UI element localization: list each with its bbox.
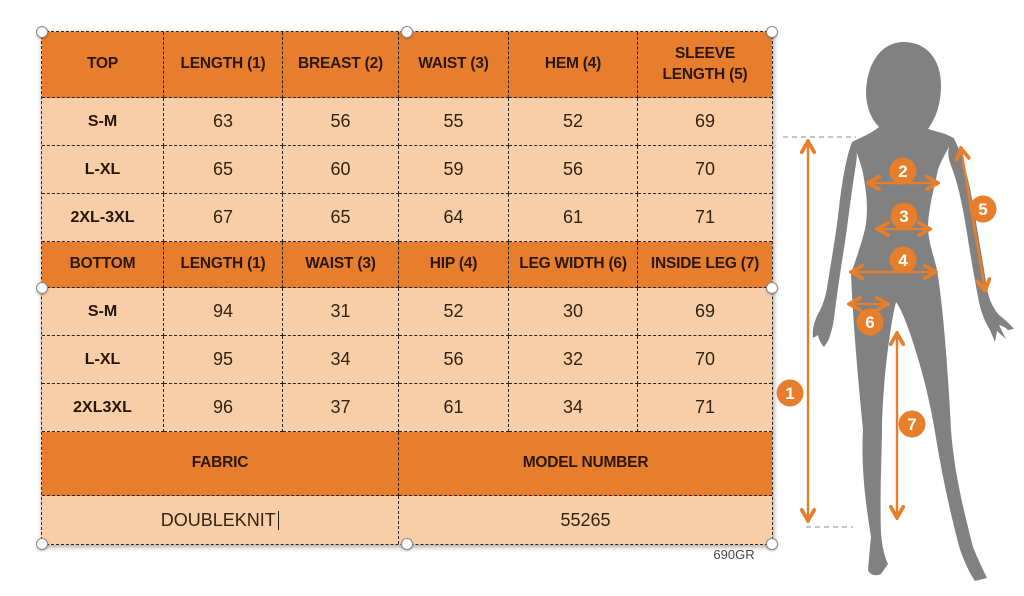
value-cell[interactable]: 95: [164, 336, 283, 384]
value-cell[interactable]: 56: [399, 336, 509, 384]
value-cell[interactable]: 34: [509, 384, 638, 432]
svg-text:2: 2: [898, 162, 907, 181]
value-cell[interactable]: 55: [399, 98, 509, 146]
value-cell[interactable]: 59: [399, 146, 509, 194]
bottom-header-cell[interactable]: INSIDE LEG (7): [638, 242, 772, 288]
fabric-value-text: DOUBLEKNIT: [160, 509, 276, 530]
svg-text:5: 5: [978, 200, 987, 219]
selection-handle-bottom-middle[interactable]: [401, 538, 413, 550]
svg-text:7: 7: [907, 415, 916, 434]
measurement-figure: 1 2 3 4 5 6 7: [776, 42, 1014, 581]
value-cell[interactable]: 61: [509, 194, 638, 242]
bottom-header-cell[interactable]: BOTTOM: [42, 242, 164, 288]
value-cell[interactable]: 71: [638, 194, 772, 242]
left-arm: [812, 142, 857, 347]
selection-handle-right-middle[interactable]: [766, 282, 778, 294]
svg-text:4: 4: [898, 251, 908, 270]
top-header-cell[interactable]: SLEEVE LENGTH (5): [638, 32, 772, 98]
value-cell[interactable]: 61: [399, 384, 509, 432]
svg-text:3: 3: [899, 207, 908, 226]
bottom-header-cell[interactable]: HIP (4): [399, 242, 509, 288]
size-cell[interactable]: 2XL-3XL: [42, 194, 164, 242]
value-cell[interactable]: 34: [283, 336, 399, 384]
value-cell[interactable]: 70: [638, 146, 772, 194]
fabric-header-cell[interactable]: FABRIC: [42, 432, 399, 496]
top-header-cell[interactable]: BREAST (2): [283, 32, 399, 98]
value-cell[interactable]: 52: [399, 288, 509, 336]
measure-marker-3: 3: [890, 202, 918, 230]
bottom-header-cell[interactable]: WAIST (3): [283, 242, 399, 288]
selection-handle-top-middle[interactable]: [401, 26, 413, 38]
model-number-value-cell[interactable]: 55265: [560, 509, 611, 530]
top-header-cell[interactable]: WAIST (3): [399, 32, 509, 98]
value-cell[interactable]: 70: [638, 336, 772, 384]
value-cell[interactable]: 69: [638, 98, 772, 146]
selection-handle-left-middle[interactable]: [36, 282, 48, 294]
measure-marker-6: 6: [856, 308, 884, 336]
value-cell[interactable]: 65: [164, 146, 283, 194]
size-cell[interactable]: L-XL: [42, 146, 164, 194]
value-cell[interactable]: 56: [509, 146, 638, 194]
value-cell[interactable]: 60: [283, 146, 399, 194]
value-cell[interactable]: 63: [164, 98, 283, 146]
value-cell[interactable]: 30: [509, 288, 638, 336]
woman-silhouette: [812, 42, 1014, 581]
size-cell[interactable]: S-M: [42, 98, 164, 146]
value-cell[interactable]: 56: [283, 98, 399, 146]
measure-marker-1: 1: [776, 379, 804, 407]
weight-label: 690GR: [713, 547, 755, 562]
value-cell[interactable]: 96: [164, 384, 283, 432]
value-cell[interactable]: 67: [164, 194, 283, 242]
selection-handle-top-right[interactable]: [766, 26, 778, 38]
value-cell[interactable]: 94: [164, 288, 283, 336]
selection-handle-top-left[interactable]: [36, 26, 48, 38]
value-cell[interactable]: 31: [283, 288, 399, 336]
size-cell[interactable]: L-XL: [42, 336, 164, 384]
right-arm: [948, 137, 1014, 342]
fabric-value-cell[interactable]: DOUBLEKNIT: [42, 496, 399, 544]
svg-text:1: 1: [785, 384, 794, 403]
size-cell[interactable]: 2XL3XL: [42, 384, 164, 432]
measure-marker-5: 5: [969, 195, 997, 223]
value-cell[interactable]: 37: [283, 384, 399, 432]
value-cell[interactable]: 52: [509, 98, 638, 146]
svg-text:6: 6: [865, 313, 874, 332]
selection-handle-bottom-right[interactable]: [766, 538, 778, 550]
value-cell[interactable]: 32: [509, 336, 638, 384]
measure-marker-4: 4: [889, 246, 917, 274]
selection-handle-bottom-left[interactable]: [36, 538, 48, 550]
top-header-cell[interactable]: HEM (4): [509, 32, 638, 98]
model-number-header-cell[interactable]: MODEL NUMBER: [399, 432, 772, 496]
value-cell[interactable]: 64: [399, 194, 509, 242]
bottom-header-cell[interactable]: LENGTH (1): [164, 242, 283, 288]
value-cell[interactable]: 65: [283, 194, 399, 242]
text-caret: [277, 510, 280, 530]
measure-marker-7: 7: [898, 410, 926, 438]
sleeve-arrow-5: [961, 149, 985, 290]
bottom-header-cell[interactable]: LEG WIDTH (6): [509, 242, 638, 288]
size-chart-table: TOP LENGTH (1) BREAST (2) WAIST (3) HEM …: [41, 31, 773, 545]
value-cell[interactable]: 71: [638, 384, 772, 432]
measure-marker-2: 2: [889, 157, 917, 185]
top-header-cell[interactable]: TOP: [42, 32, 164, 98]
top-header-cell[interactable]: LENGTH (1): [164, 32, 283, 98]
value-cell[interactable]: 69: [638, 288, 772, 336]
size-cell[interactable]: S-M: [42, 288, 164, 336]
